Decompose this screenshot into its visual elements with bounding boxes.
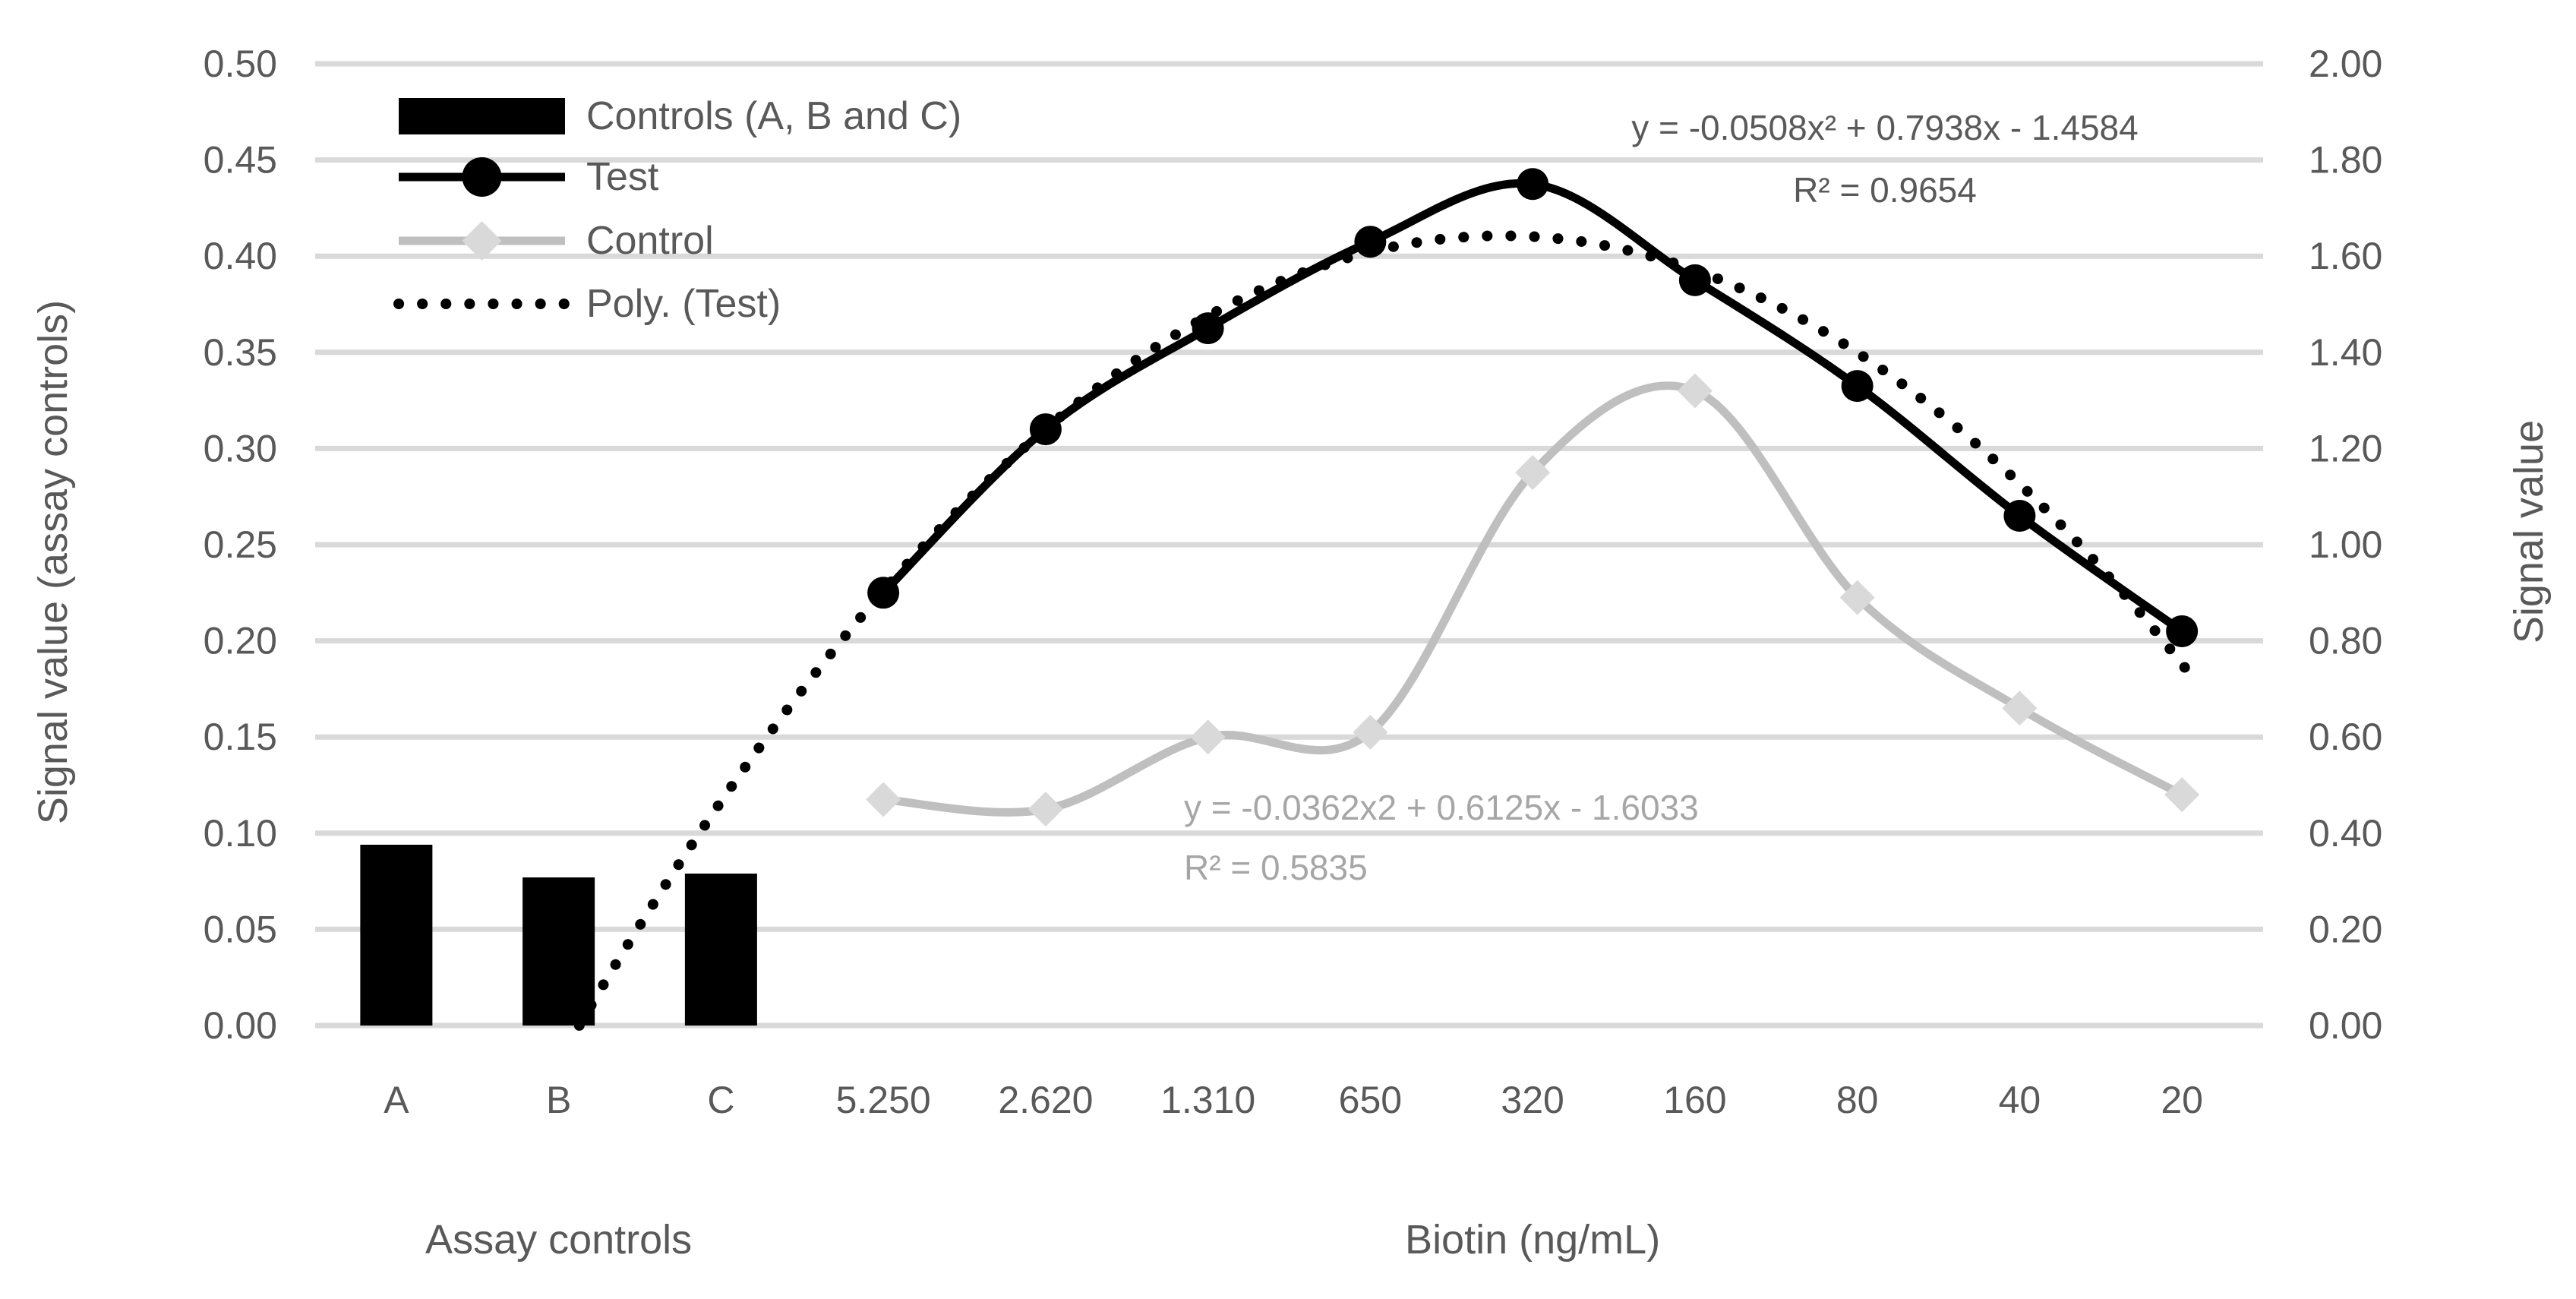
- test-marker-4: [1517, 168, 1549, 201]
- x-axis-label-320: 320: [1501, 1079, 1564, 1121]
- test-trendline-equation-line-0: y = -0.0508x² + 0.7938x - 1.4584: [1631, 108, 2138, 147]
- control-marker-2: [1190, 719, 1226, 755]
- x-axis-label-80: 80: [1836, 1079, 1879, 1121]
- left-axis-tick-1: 0.45: [204, 139, 277, 182]
- control-equation-line-0: y = -0.0362x2 + 0.6125x - 1.6033: [1184, 788, 1699, 827]
- right-axis-tick-2: 1.60: [2309, 235, 2382, 277]
- control-marker-7: [2002, 691, 2038, 726]
- legend-item-1: [399, 157, 565, 197]
- legend-item-label-3: Poly. (Test): [586, 282, 781, 326]
- control-marker-5: [1677, 373, 1713, 409]
- x-axis-label-b: B: [546, 1079, 571, 1121]
- legend-item-0: [399, 98, 565, 134]
- right-axis-tick-7: 0.60: [2309, 716, 2382, 758]
- right-axis-tick-0: 2.00: [2309, 43, 2382, 85]
- left-axis-tick-4: 0.30: [204, 427, 277, 469]
- right-axis-tick-10: 0.00: [2309, 1004, 2382, 1047]
- control-equation-line-1: R² = 0.5835: [1184, 848, 1368, 887]
- legend-bar-swatch: [399, 98, 565, 134]
- test-marker-2: [1192, 312, 1224, 345]
- legend-diamond-marker-icon: [462, 221, 502, 261]
- x-axis-label-20: 20: [2161, 1079, 2203, 1121]
- right-axis-tick-8: 0.40: [2309, 812, 2382, 855]
- bar-c: [684, 873, 757, 1026]
- x-axis-label-1.310: 1.310: [1160, 1079, 1255, 1121]
- legend-item-label-2: Control: [586, 219, 714, 263]
- x-axis-label-160: 160: [1663, 1079, 1726, 1121]
- bar-a: [360, 844, 433, 1026]
- test-marker-6: [1841, 370, 1874, 403]
- legend-circle-marker-icon: [462, 157, 502, 197]
- right-axis-tick-6: 0.80: [2309, 620, 2382, 662]
- x-axis-label-650: 650: [1339, 1079, 1402, 1121]
- test-marker-7: [2003, 500, 2036, 533]
- test-marker-3: [1354, 226, 1387, 258]
- left-axis-tick-3: 0.35: [204, 331, 277, 374]
- bar-b: [522, 877, 595, 1026]
- right-axis-tick-9: 0.20: [2309, 908, 2382, 950]
- left-axis-title: Signal value (assay controls): [30, 300, 76, 824]
- left-axis-tick-10: 0.00: [204, 1004, 277, 1047]
- poly-trendline: [573, 230, 2192, 1031]
- right-axis-tick-4: 1.20: [2309, 427, 2382, 469]
- x-axis-label-c: C: [707, 1079, 734, 1121]
- right-axis-tick-1: 1.80: [2309, 139, 2382, 182]
- right-axis-tick-5: 1.00: [2309, 523, 2382, 566]
- control-marker-0: [866, 782, 901, 817]
- left-axis-tick-0: 0.50: [204, 43, 277, 85]
- legend-item-2: [399, 221, 565, 261]
- left-axis-tick-2: 0.40: [204, 235, 277, 277]
- x-axis-group-label-0: Assay controls: [425, 1217, 692, 1263]
- x-axis-label-5.250: 5.250: [836, 1079, 931, 1121]
- x-axis-group-label-1: Biotin (ng/mL): [1405, 1217, 1660, 1263]
- left-axis-tick-7: 0.15: [204, 716, 277, 758]
- right-axis-title: Signal value: [2506, 420, 2552, 643]
- left-axis-tick-5: 0.25: [204, 523, 277, 566]
- control-marker-6: [1839, 580, 1875, 615]
- control-marker-8: [2164, 777, 2200, 813]
- test-trendline-equation-line-1: R² = 0.9654: [1793, 170, 1977, 210]
- x-axis-label-2.620: 2.620: [998, 1079, 1093, 1121]
- legend-item-label-0: Controls (A, B and C): [586, 94, 961, 138]
- control-marker-1: [1028, 792, 1063, 827]
- left-axis-tick-6: 0.20: [204, 620, 277, 662]
- right-axis-tick-3: 1.40: [2309, 331, 2382, 374]
- control-marker-4: [1515, 455, 1551, 491]
- left-axis-tick-9: 0.05: [204, 908, 277, 950]
- x-axis-label-40: 40: [1999, 1079, 2041, 1121]
- x-axis-label-a: A: [384, 1079, 409, 1121]
- test-marker-5: [1678, 264, 1711, 296]
- legend-item-label-1: Test: [586, 155, 659, 199]
- left-axis-tick-8: 0.10: [204, 812, 277, 855]
- test-marker-8: [2166, 615, 2199, 647]
- control-marker-3: [1353, 714, 1388, 750]
